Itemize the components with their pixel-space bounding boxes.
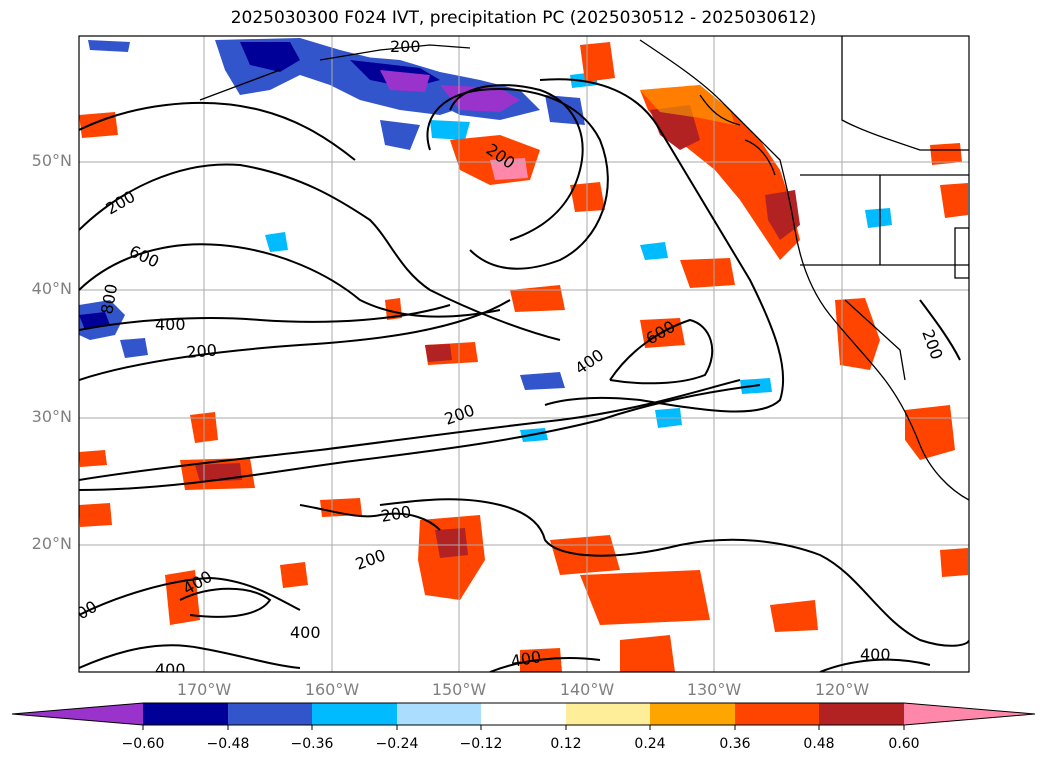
map-title: 2025030300 F024 IVT, precipitation PC (2… xyxy=(230,8,817,28)
colorbar-segment xyxy=(819,703,904,725)
plot-background xyxy=(79,36,969,672)
lat-label: 20°N xyxy=(31,534,72,553)
lon-label: 150°W xyxy=(431,680,487,699)
colorbar-segment xyxy=(650,703,735,725)
lon-label: 170°W xyxy=(176,680,232,699)
colorbar-segment xyxy=(228,703,312,725)
colorbar-tick-label: 0.24 xyxy=(634,736,666,752)
colorbar-right-arrow xyxy=(904,703,1035,725)
contour-label: 400 xyxy=(290,623,321,642)
ivt-contours xyxy=(79,78,969,672)
lat-label: 40°N xyxy=(31,279,72,298)
colorbar-tick-label: 0.36 xyxy=(719,736,751,752)
contour-label: 400 xyxy=(155,660,186,679)
colorbar-segment xyxy=(566,703,650,725)
colorbar-segment xyxy=(481,703,566,725)
colorbar-segment xyxy=(143,703,228,725)
colorbar-tick-label: −0.48 xyxy=(206,736,250,752)
colorbar-tick-label: 0.60 xyxy=(888,736,920,752)
colorbar-segment xyxy=(735,703,819,725)
lon-label: 130°W xyxy=(686,680,742,699)
colorbar-tick-label: −0.24 xyxy=(375,736,419,752)
contour-label: 200 xyxy=(186,340,218,362)
lat-label: 30°N xyxy=(31,407,72,426)
colorbar-tick-label: −0.60 xyxy=(121,736,165,752)
colorbar-tick-label: 0.48 xyxy=(803,736,835,752)
colorbar-tick-label: −0.36 xyxy=(290,736,334,752)
contour-label: 200 xyxy=(390,37,421,56)
colorbar-segment xyxy=(397,703,481,725)
contour-label: 400 xyxy=(860,645,891,664)
grid-lines xyxy=(79,36,969,672)
colorbar-tick-label: 0.12 xyxy=(550,736,582,752)
colorbar-segment xyxy=(312,703,397,725)
colorbar xyxy=(11,702,1036,730)
lon-label: 120°W xyxy=(814,680,870,699)
lat-label: 50°N xyxy=(31,151,72,170)
lon-label: 140°W xyxy=(559,680,615,699)
colorbar-tick-label: −0.12 xyxy=(459,736,503,752)
colorbar-left-arrow xyxy=(12,703,143,725)
plot-frame xyxy=(78,35,970,673)
coastlines xyxy=(199,36,969,501)
lon-label: 160°W xyxy=(304,680,360,699)
contour-label: 400 xyxy=(155,315,186,334)
